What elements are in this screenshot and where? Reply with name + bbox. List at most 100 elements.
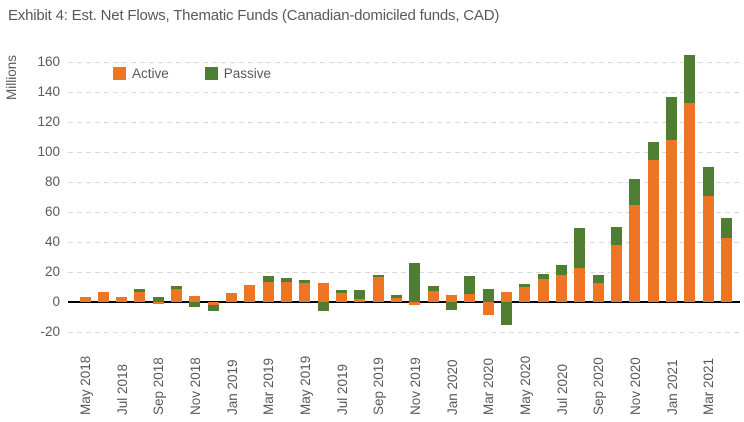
passive-bar-segment (427, 286, 439, 291)
x-tick-label: Sep 2019 (371, 357, 387, 415)
active-bar-segment (317, 283, 329, 302)
passive-bar-segment (611, 227, 623, 245)
x-tick-label: May 2018 (78, 355, 93, 415)
active-bar-segment (592, 282, 604, 302)
x-tick-label: Mar 2019 (261, 357, 277, 415)
active-bar-segment (464, 293, 476, 302)
active-bar-segment (226, 293, 238, 302)
active-bar-segment (684, 102, 696, 302)
x-tick-label: May 2020 (517, 355, 533, 415)
passive-bar-segment (629, 179, 641, 205)
passive-bar-segment (354, 290, 366, 299)
active-bar-segment (189, 296, 201, 302)
y-tick-label: 120 (37, 114, 60, 129)
y-tick-label: 100 (37, 144, 60, 159)
y-tick-label: 60 (44, 204, 60, 219)
passive-bar-segment (372, 275, 384, 278)
active-bar-segment (171, 289, 183, 302)
x-tick-label: Jan 2019 (224, 359, 240, 415)
x-tick-label: Sep 2018 (151, 357, 167, 415)
x-tick-label: Jul 2018 (114, 363, 130, 415)
active-bar-segment (79, 296, 91, 302)
x-axis-line (68, 301, 740, 303)
passive-bar-segment (207, 305, 219, 311)
y-tick-label: 20 (44, 264, 60, 279)
active-bar-segment (647, 159, 659, 302)
gridline (68, 182, 740, 183)
active-bar-segment (574, 268, 586, 302)
passive-bar-segment (391, 294, 403, 298)
gridline (68, 242, 740, 243)
active-bar-segment (244, 284, 256, 302)
x-tick-label: Nov 2019 (407, 357, 423, 415)
chart-title: Exhibit 4: Est. Net Flows, Thematic Fund… (8, 7, 500, 24)
active-bar-segment (97, 292, 109, 302)
passive-bar-segment (592, 275, 604, 283)
x-tick-label: Jan 2021 (664, 359, 680, 415)
passive-bar-segment (647, 141, 659, 160)
passive-bar-segment (501, 302, 513, 326)
y-tick-label: 0 (52, 294, 60, 309)
x-tick-label: Jul 2019 (334, 363, 350, 415)
legend-label-active: Active (132, 66, 169, 81)
passive-bar-segment (189, 302, 201, 307)
passive-bar-segment (684, 54, 696, 103)
y-tick-label: 80 (44, 174, 60, 189)
active-bar-segment (629, 204, 641, 302)
legend-swatch-active (113, 67, 126, 80)
active-bar-segment (556, 275, 568, 302)
active-bar-segment (152, 302, 164, 305)
passive-bar-segment (409, 263, 421, 302)
passive-bar-segment (721, 218, 733, 238)
active-bar-segment (611, 245, 623, 302)
passive-bar-segment (574, 227, 586, 269)
active-bar-segment (702, 195, 714, 302)
x-tick-label: May 2019 (297, 355, 313, 415)
active-bar-segment (354, 299, 366, 302)
active-bar-segment (427, 290, 439, 302)
active-bar-segment (446, 294, 458, 302)
passive-bar-segment (299, 279, 311, 284)
gridline (68, 332, 740, 333)
x-tick-label: Mar 2021 (701, 357, 717, 415)
passive-bar-segment (446, 302, 458, 311)
passive-bar-segment (134, 288, 146, 292)
y-tick-label: 140 (37, 84, 60, 99)
active-bar-segment (409, 302, 421, 305)
x-tick-label: Jul 2020 (554, 363, 570, 415)
gridline (68, 272, 740, 273)
x-tick-label: Nov 2020 (627, 357, 643, 415)
active-bar-segment (336, 293, 348, 302)
x-tick-label: Mar 2020 (481, 357, 497, 415)
passive-bar-segment (464, 275, 476, 294)
x-tick-label: Nov 2018 (187, 357, 203, 415)
active-bar-segment (721, 237, 733, 302)
passive-bar-segment (702, 167, 714, 196)
passive-bar-segment (519, 284, 531, 287)
gridline (68, 212, 740, 213)
gridline (68, 122, 740, 123)
active-bar-segment (537, 278, 549, 302)
active-bar-segment (501, 291, 513, 302)
active-bar-segment (262, 281, 274, 302)
active-bar-segment (207, 302, 219, 305)
legend-label-passive: Passive (223, 66, 272, 81)
y-tick-label: 40 (44, 234, 60, 249)
y-tick-label: -20 (40, 324, 60, 339)
active-bar-segment (372, 277, 384, 302)
x-tick-label: Sep 2020 (591, 357, 607, 415)
y-axis-title: Millions (4, 54, 19, 100)
passive-bar-segment (336, 290, 348, 293)
gridline (68, 62, 740, 63)
gridline (68, 152, 740, 153)
active-bar-segment (482, 302, 494, 315)
passive-bar-segment (537, 273, 549, 279)
active-bar-segment (519, 287, 531, 302)
passive-bar-segment (482, 289, 494, 302)
gridline (68, 92, 740, 93)
active-bar-segment (281, 281, 293, 302)
passive-bar-segment (556, 265, 568, 275)
passive-bar-segment (317, 302, 329, 311)
legend: Active Passive (113, 66, 271, 81)
